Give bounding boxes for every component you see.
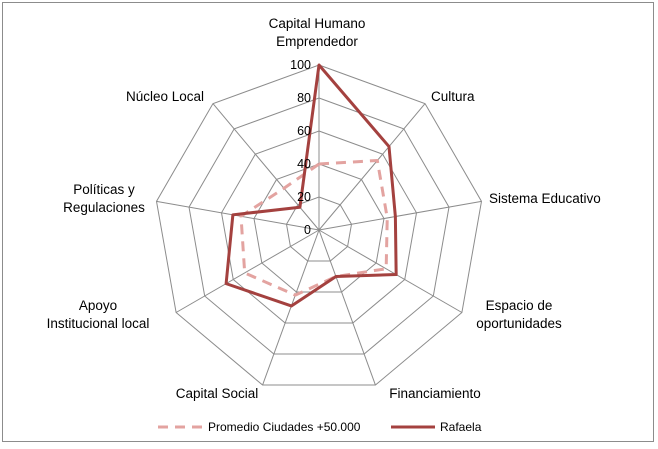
tick-label: 40 (297, 157, 311, 171)
tick-label: 60 (297, 124, 311, 138)
tick-label: 100 (290, 58, 311, 72)
legend-label: Rafaela (440, 420, 482, 434)
spoke-line (318, 200, 482, 231)
grid-ring (285, 196, 353, 262)
spoke-line (262, 229, 320, 386)
chart-legend: Promedio Ciudades +50.000 Rafaela (158, 420, 482, 434)
axis-label: Núcleo Local (126, 89, 204, 104)
axis-label: Sistema Educativo (489, 191, 601, 206)
radar-series (224, 63, 398, 308)
tick-label: 20 (297, 190, 311, 204)
tick-label: 0 (304, 223, 311, 237)
series-line-1 (224, 63, 398, 308)
spoke-line (212, 103, 320, 231)
series-line-0 (239, 158, 389, 297)
grid-ring (220, 130, 418, 324)
spoke-line (318, 103, 426, 231)
chart-frame: 0 20 40 60 80 100 Capital Humano Emprendedor Cu… (2, 2, 654, 442)
spoke-line (175, 229, 320, 313)
radar-chart: 0 20 40 60 80 100 Capital Humano Emprendedor Cu… (47, 16, 601, 434)
axis-label: Financiamiento (389, 386, 481, 401)
axis-label: Capital Social (176, 386, 259, 401)
legend-label: Promedio Ciudades +50.000 (208, 420, 361, 434)
radar-axis-labels: Capital Humano Emprendedor Cultura Sistema … (47, 16, 601, 401)
axis-label: Políticas y Regulaciones (63, 182, 145, 215)
spoke-line (318, 229, 376, 386)
grid-ring (253, 163, 385, 293)
axis-label: Capital Humano Emprendedor (269, 16, 366, 49)
radar-grid (155, 64, 483, 386)
axis-label: Apoyo Institucional local (47, 298, 150, 331)
radar-tick-labels: 0 20 40 60 80 100 (290, 58, 311, 237)
grid-ring (155, 64, 483, 386)
grid-ring (188, 97, 450, 355)
spoke-line (318, 229, 463, 313)
axis-label: Espacio de oportunidades (476, 298, 562, 331)
tick-label: 80 (297, 91, 311, 105)
axis-label: Cultura (431, 89, 475, 104)
